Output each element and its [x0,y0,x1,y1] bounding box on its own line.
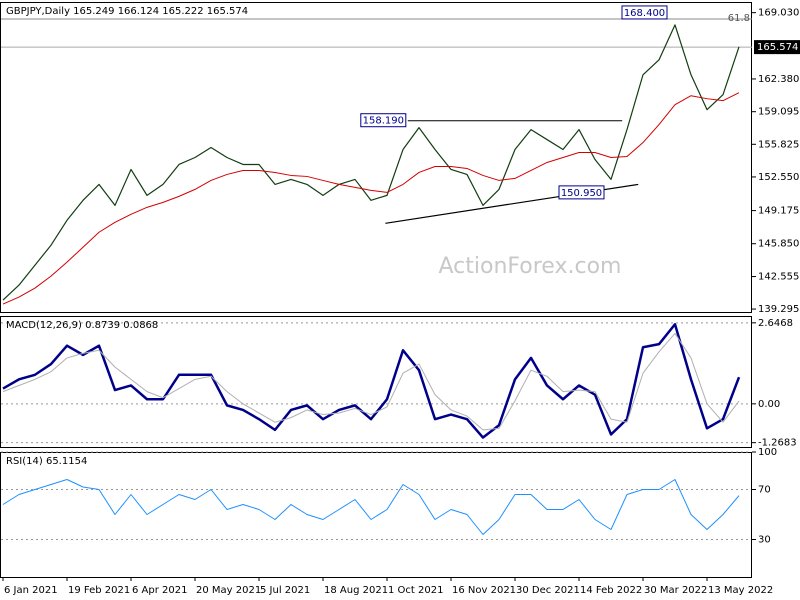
annotation-box [558,185,605,200]
y-tick-label: 152.550 [758,172,799,183]
annotation-label: 168.400 [624,8,665,19]
y-tick-label: 142.555 [758,272,799,283]
last-price-box [754,40,800,55]
series-line [2,24,740,301]
annotation-box [360,113,407,128]
series-line [2,479,740,535]
y-tick-label: 139.295 [758,304,799,315]
y-tick-label: 70 [758,485,771,496]
x-tick-label: 30 Mar 2022 [644,585,707,596]
x-tick-label: 1 Oct 2021 [388,585,443,596]
y-tick-label: 169.030 [758,8,799,19]
series-line [2,92,740,305]
x-tick-label: 20 May 2021 [196,585,261,596]
x-tick-label: 5 Jul 2021 [260,585,310,596]
y-tick-label: 100 [758,447,777,458]
y-tick-label: 2.6468 [758,318,793,329]
last-price-label: 165.574 [757,42,798,53]
y-tick-label: 162.380 [758,74,799,85]
annotation-label: 150.950 [561,188,602,199]
panel-title: GBPJPY,Daily 165.249 166.124 165.222 165… [6,6,248,17]
annotation-box [621,5,668,20]
y-tick-label: 159.095 [758,107,799,118]
y-tick-label: -1.2683 [758,438,797,449]
x-tick-label: 19 Feb 2021 [68,585,130,596]
x-tick-label: 6 Jan 2021 [4,585,58,596]
panel-frame [0,452,752,578]
annotation-label: 158.190 [363,116,404,127]
panel-frame [0,316,752,448]
fib-label: 61.8 [728,13,750,24]
x-tick-label: 14 Feb 2022 [580,585,642,596]
watermark: ActionForex.com [439,254,622,279]
x-tick-label: 6 Apr 2021 [132,585,187,596]
x-tick-label: 18 Aug 2021 [324,585,388,596]
panel-frame [0,2,752,313]
x-tick-label: 13 May 2022 [708,585,773,596]
panel-title: RSI(14) 65.1154 [6,456,87,467]
panel-title: MACD(12,26,9) 0.8739 0.0868 [6,320,158,331]
series-line [2,332,740,431]
x-tick-label: 30 Dec 2021 [516,585,580,596]
y-tick-label: 30 [758,535,771,546]
y-tick-label: 0.00 [758,399,780,410]
series-line [2,323,741,439]
y-tick-label: 145.850 [758,239,799,250]
y-tick-label: 149.175 [758,206,799,217]
y-tick-label: 155.825 [758,139,799,150]
x-tick-label: 16 Nov 2021 [452,585,516,596]
